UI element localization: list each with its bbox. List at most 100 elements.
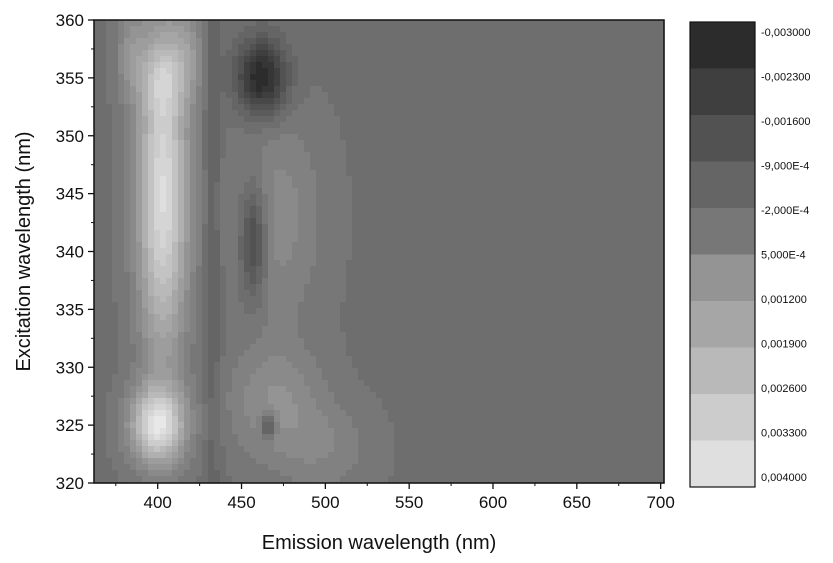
- contour-band-cell: [214, 200, 221, 207]
- contour-band-cell: [172, 410, 179, 417]
- contour-band-cell: [142, 338, 149, 345]
- contour-band-cell: [274, 110, 281, 117]
- contour-band-cell: [130, 416, 137, 423]
- contour-band-cell: [286, 356, 317, 363]
- contour-band-cell: [340, 320, 665, 327]
- contour-band-cell: [268, 296, 305, 303]
- contour-band-cell: [166, 98, 173, 105]
- contour-band-cell: [262, 164, 311, 171]
- contour-band-cell: [124, 440, 131, 447]
- contour-band-cell: [166, 404, 173, 411]
- contour-band-cell: [220, 266, 227, 273]
- contour-band-cell: [226, 272, 239, 279]
- contour-band-cell: [172, 194, 179, 201]
- contour-band-cell: [130, 56, 137, 63]
- contour-band-cell: [136, 356, 143, 363]
- contour-band-cell: [94, 302, 119, 309]
- contour-band-cell: [142, 176, 149, 183]
- contour-band-cell: [274, 56, 281, 63]
- contour-band-cell: [262, 272, 269, 279]
- contour-band-cell: [256, 200, 263, 207]
- contour-band-cell: [220, 392, 227, 399]
- contour-band-cell: [118, 326, 131, 333]
- contour-band-cell: [190, 440, 197, 447]
- colorbar-band: [690, 301, 755, 348]
- contour-band-cell: [190, 326, 197, 333]
- contour-band-cell: [94, 464, 113, 471]
- contour-band-cell: [190, 50, 197, 57]
- contour-band-cell: [124, 164, 131, 171]
- contour-band-cell: [244, 98, 251, 105]
- contour-band-cell: [124, 458, 137, 465]
- contour-band-cell: [184, 200, 191, 207]
- contour-band-cell: [178, 416, 185, 423]
- contour-band-cell: [148, 392, 167, 399]
- contour-band-cell: [136, 188, 143, 195]
- contour-band-cell: [220, 170, 263, 177]
- contour-band-cell: [256, 50, 269, 57]
- contour-band-cell: [124, 434, 131, 441]
- contour-band-cell: [274, 212, 299, 219]
- contour-band-cell: [178, 152, 185, 159]
- contour-band-cell: [262, 62, 275, 69]
- contour-band-cell: [154, 50, 179, 57]
- contour-band-cell: [142, 236, 149, 243]
- contour-band-cell: [160, 56, 173, 63]
- contour-band-cell: [202, 314, 209, 321]
- contour-band-cell: [196, 206, 203, 213]
- contour-band-cell: [226, 296, 239, 303]
- contour-band-cell: [220, 428, 233, 435]
- contour-band-cell: [94, 308, 119, 315]
- contour-band-cell: [346, 266, 665, 273]
- contour-band-cell: [154, 308, 173, 315]
- contour-band-cell: [202, 80, 209, 87]
- contour-band-cell: [94, 38, 107, 45]
- contour-band-cell: [124, 236, 131, 243]
- contour-band-cell: [118, 80, 125, 87]
- contour-band-cell: [94, 422, 107, 429]
- contour-band-cell: [322, 410, 347, 417]
- y-tick-label: 325: [56, 416, 84, 435]
- contour-band-cell: [124, 80, 131, 87]
- contour-band-cell: [130, 236, 137, 243]
- contour-band-cell: [130, 134, 137, 141]
- contour-band-cell: [94, 134, 113, 141]
- y-tick-label: 340: [56, 243, 84, 262]
- contour-band-cell: [178, 218, 185, 225]
- colorbar-label: 0,003300: [761, 428, 807, 440]
- contour-band-cell: [184, 164, 191, 171]
- contour-band-cell: [124, 386, 131, 393]
- contour-band-cell: [262, 260, 269, 267]
- contour-band-cell: [208, 422, 221, 429]
- contour-band-cell: [148, 248, 155, 255]
- contour-band-cell: [280, 260, 287, 267]
- contour-band-cell: [208, 248, 221, 255]
- contour-band-cell: [316, 362, 353, 369]
- contour-band-cell: [190, 158, 197, 165]
- contour-band-cell: [190, 74, 197, 81]
- contour-band-cell: [274, 254, 293, 261]
- contour-band-cell: [94, 254, 113, 261]
- x-tick-label: 600: [479, 493, 507, 512]
- contour-band-cell: [190, 218, 197, 225]
- contour-band-cell: [136, 242, 143, 249]
- contour-band-cell: [142, 140, 149, 147]
- contour-band-cell: [280, 92, 287, 99]
- contour-band-cell: [244, 200, 257, 207]
- contour-band-cell: [148, 386, 167, 393]
- contour-band-cell: [196, 380, 203, 387]
- contour-band-cell: [184, 92, 191, 99]
- contour-band-cell: [280, 80, 287, 87]
- contour-band-cell: [184, 80, 191, 87]
- contour-band-cell: [298, 62, 665, 69]
- contour-band-cell: [244, 128, 263, 135]
- contour-band-cell: [148, 380, 173, 387]
- contour-band-cell: [286, 98, 293, 105]
- contour-band-cell: [202, 128, 209, 135]
- contour-band-cell: [220, 224, 239, 231]
- contour-band-cell: [166, 152, 173, 159]
- contour-band-cell: [256, 86, 263, 93]
- contour-band-cell: [148, 278, 155, 285]
- contour-band-cell: [118, 422, 125, 429]
